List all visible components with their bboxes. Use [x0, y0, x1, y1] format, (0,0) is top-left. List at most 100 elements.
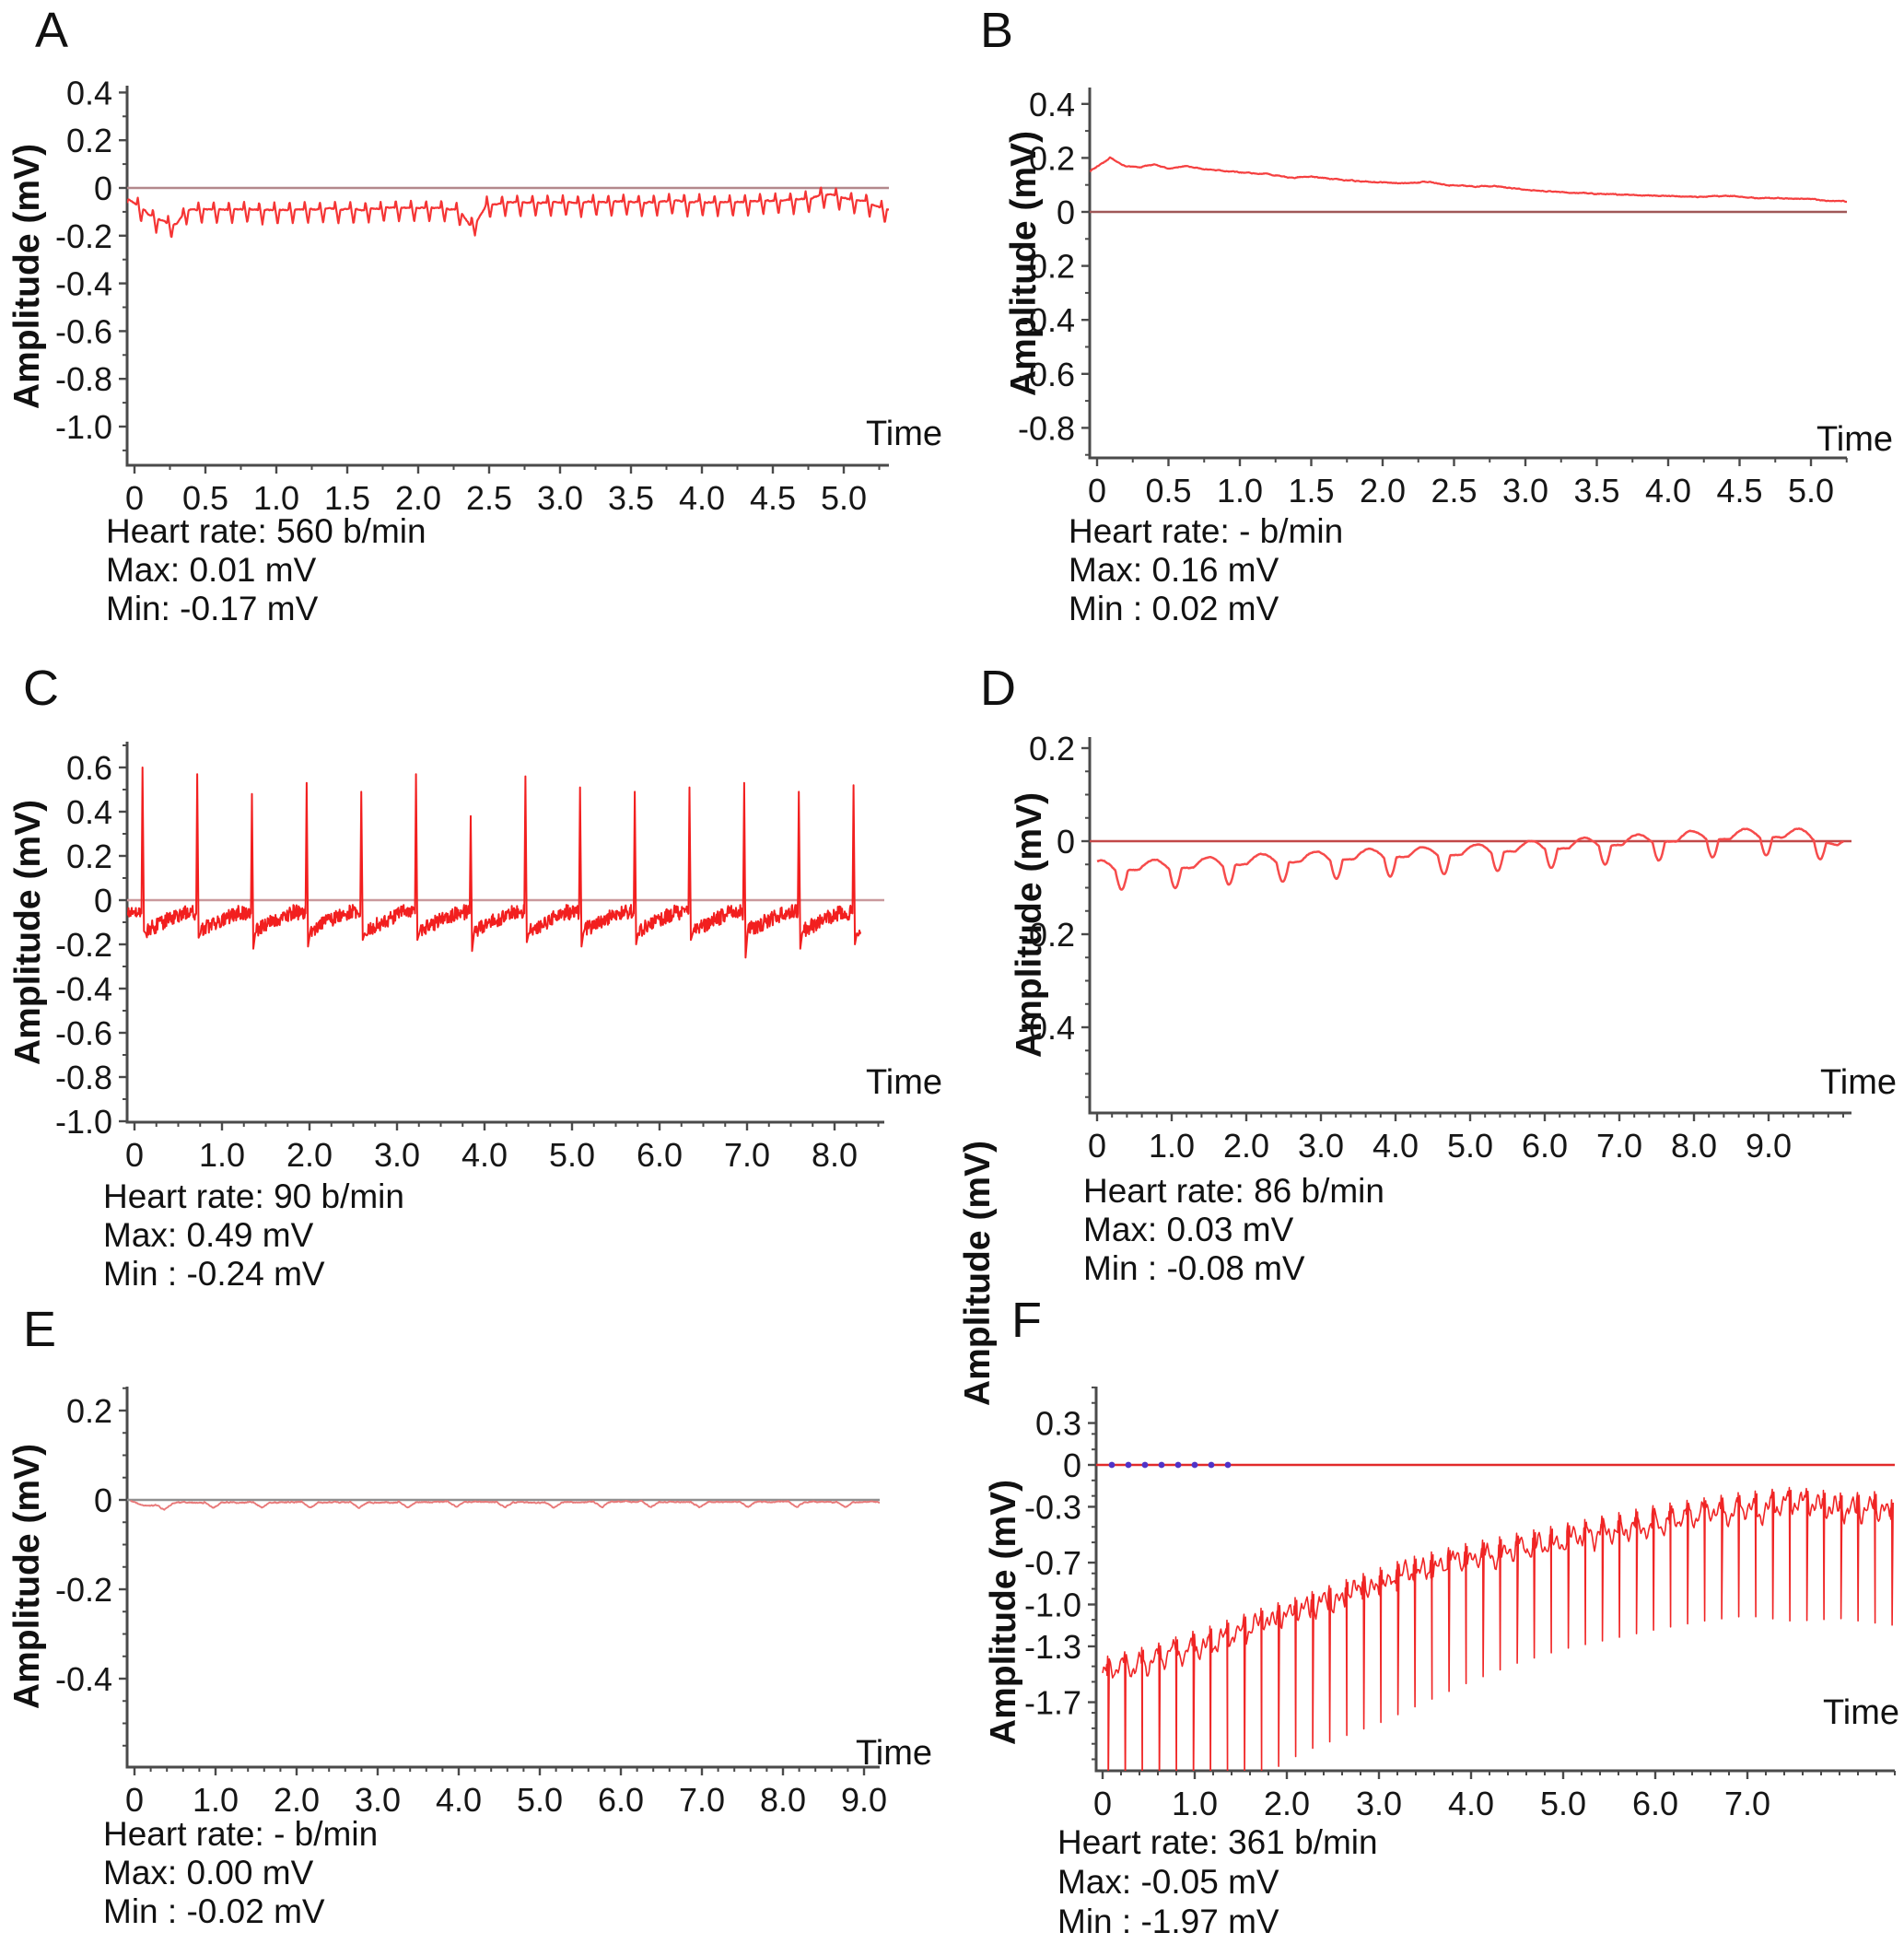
svg-text:4.0: 4.0 — [1448, 1785, 1494, 1822]
svg-text:-1.0: -1.0 — [55, 408, 112, 446]
svg-text:0.2: 0.2 — [66, 837, 112, 875]
svg-text:2.0: 2.0 — [1360, 472, 1406, 509]
svg-text:1.0: 1.0 — [193, 1781, 239, 1819]
svg-text:-1.0: -1.0 — [55, 1103, 112, 1141]
svg-text:0: 0 — [1057, 823, 1075, 861]
heart-rate-text: Heart rate: 361 b/min — [1057, 1823, 1378, 1861]
svg-text:4.0: 4.0 — [1373, 1127, 1419, 1165]
svg-text:0: 0 — [1093, 1785, 1112, 1822]
svg-text:1.0: 1.0 — [1149, 1127, 1195, 1165]
svg-text:-0.8: -0.8 — [55, 1059, 112, 1096]
svg-text:0.4: 0.4 — [66, 74, 112, 111]
heart-rate-text: Heart rate: 90 b/min — [103, 1177, 404, 1215]
svg-text:2.0: 2.0 — [395, 479, 441, 517]
svg-text:0.2: 0.2 — [1029, 139, 1075, 177]
svg-text:9.0: 9.0 — [1746, 1127, 1792, 1165]
x-axis-label: Time — [1823, 1693, 1900, 1732]
min-text: Min : -0.24 mV — [103, 1255, 325, 1293]
svg-text:1.0: 1.0 — [199, 1136, 245, 1174]
svg-text:9.0: 9.0 — [841, 1781, 887, 1819]
stats-panel-c: Heart rate: 90 b/min Max: 0.49 mV Min : … — [103, 1177, 404, 1294]
svg-text:-0.6: -0.6 — [1018, 356, 1075, 393]
svg-text:3.0: 3.0 — [1298, 1127, 1344, 1165]
plot-panel-e: 0.2 0 -0.2 -0.4 0 1.0 2.0 3.0 4.0 5.0 6.0 7.0 8.0 9.0 — [55, 1387, 887, 1819]
svg-text:3.0: 3.0 — [537, 479, 583, 517]
svg-text:-0.3: -0.3 — [1024, 1488, 1081, 1526]
svg-text:2.0: 2.0 — [1264, 1785, 1310, 1822]
x-axis-label: Time — [866, 415, 943, 453]
svg-text:0.3: 0.3 — [1035, 1405, 1081, 1443]
max-text: Max: 0.49 mV — [103, 1216, 314, 1254]
max-text: Max: 0.00 mV — [103, 1854, 314, 1891]
svg-text:3.5: 3.5 — [608, 479, 654, 517]
plot-panel-f: 0.30-0.3-0.7-1.0-1.3-1.70 1.0 2.0 3.0 4.0 5.0… — [1024, 1386, 1896, 1822]
svg-text:-0.2: -0.2 — [55, 926, 112, 964]
min-text: Min : 0.02 mV — [1069, 590, 1279, 627]
svg-text:0: 0 — [125, 479, 144, 517]
svg-text:3.0: 3.0 — [374, 1136, 420, 1174]
svg-text:0.2: 0.2 — [66, 122, 112, 159]
svg-text:0: 0 — [94, 1481, 112, 1519]
svg-text:0: 0 — [94, 170, 112, 207]
svg-text:4.0: 4.0 — [436, 1781, 482, 1819]
heart-rate-text: Heart rate: 560 b/min — [106, 512, 426, 550]
svg-text:2.0: 2.0 — [1223, 1127, 1269, 1165]
min-text: Min : -0.08 mV — [1083, 1249, 1305, 1287]
svg-text:8.0: 8.0 — [812, 1136, 858, 1174]
svg-text:0.2: 0.2 — [66, 1392, 112, 1430]
svg-text:-1.3: -1.3 — [1024, 1628, 1081, 1666]
svg-text:-0.2: -0.2 — [1018, 916, 1075, 954]
svg-text:4.5: 4.5 — [750, 479, 796, 517]
min-text: Min : -0.02 mV — [103, 1892, 325, 1930]
stats-panel-b: Heart rate: - b/min Max: 0.16 mV Min : 0… — [1069, 512, 1343, 628]
svg-text:5.0: 5.0 — [1788, 472, 1834, 509]
svg-text:0.4: 0.4 — [1029, 86, 1075, 123]
svg-text:5.0: 5.0 — [549, 1136, 595, 1174]
svg-text:7.0: 7.0 — [1724, 1785, 1770, 1822]
svg-text:4.5: 4.5 — [1716, 472, 1762, 509]
panel-letter-e: E — [23, 1302, 57, 1357]
svg-text:2.5: 2.5 — [466, 479, 512, 517]
stats-panel-a: Heart rate: 560 b/min Max: 0.01 mV Min: … — [106, 512, 426, 628]
svg-text:1.5: 1.5 — [324, 479, 370, 517]
panel-letter-f: F — [1011, 1293, 1042, 1348]
panel-letter-b: B — [980, 3, 1014, 58]
svg-text:0.5: 0.5 — [182, 479, 228, 517]
svg-text:-0.2: -0.2 — [55, 217, 112, 255]
svg-text:0: 0 — [1063, 1446, 1081, 1484]
heart-rate-text: Heart rate: 86 b/min — [1083, 1172, 1384, 1210]
svg-text:3.0: 3.0 — [1356, 1785, 1402, 1822]
stats-panel-e: Heart rate: - b/min Max: 0.00 mV Min : -… — [103, 1815, 378, 1931]
svg-text:7.0: 7.0 — [679, 1781, 725, 1819]
max-text: Max: 0.01 mV — [106, 551, 317, 589]
panel-letter-a: A — [35, 3, 69, 58]
svg-text:1.0: 1.0 — [1172, 1785, 1218, 1822]
svg-text:-0.2: -0.2 — [55, 1571, 112, 1609]
x-axis-label: Time — [1820, 1063, 1898, 1102]
svg-text:0.4: 0.4 — [66, 793, 112, 831]
svg-text:7.0: 7.0 — [1596, 1127, 1642, 1165]
svg-text:5.0: 5.0 — [1540, 1785, 1586, 1822]
svg-text:-1.7: -1.7 — [1024, 1684, 1081, 1722]
svg-text:-0.2: -0.2 — [1018, 248, 1075, 286]
svg-text:1.0: 1.0 — [1217, 472, 1263, 509]
svg-text:-0.6: -0.6 — [55, 1014, 112, 1052]
svg-text:2.5: 2.5 — [1431, 472, 1477, 509]
heart-rate-text: Heart rate: - b/min — [1069, 512, 1344, 550]
svg-text:-0.8: -0.8 — [1018, 409, 1075, 447]
max-text: Max: 0.16 mV — [1069, 551, 1279, 589]
svg-text:3.5: 3.5 — [1573, 472, 1619, 509]
svg-text:7.0: 7.0 — [724, 1136, 770, 1174]
svg-text:2.0: 2.0 — [286, 1136, 333, 1174]
panel-letter-c: C — [23, 661, 59, 716]
svg-text:-0.4: -0.4 — [55, 970, 112, 1008]
svg-text:6.0: 6.0 — [1632, 1785, 1678, 1822]
svg-text:-1.0: -1.0 — [1024, 1587, 1081, 1624]
svg-text:4.0: 4.0 — [679, 479, 725, 517]
svg-text:1.0: 1.0 — [253, 479, 299, 517]
plot-panel-a: 0.4 0.2 0 -0.2 -0.4 -0.6 -0.8 -1.0 0 0.5 1.0 1.5 2.0… — [55, 74, 889, 517]
max-text: Max: -0.05 mV — [1057, 1863, 1279, 1901]
svg-text:-0.4: -0.4 — [55, 1660, 112, 1698]
svg-text:0: 0 — [94, 882, 112, 919]
